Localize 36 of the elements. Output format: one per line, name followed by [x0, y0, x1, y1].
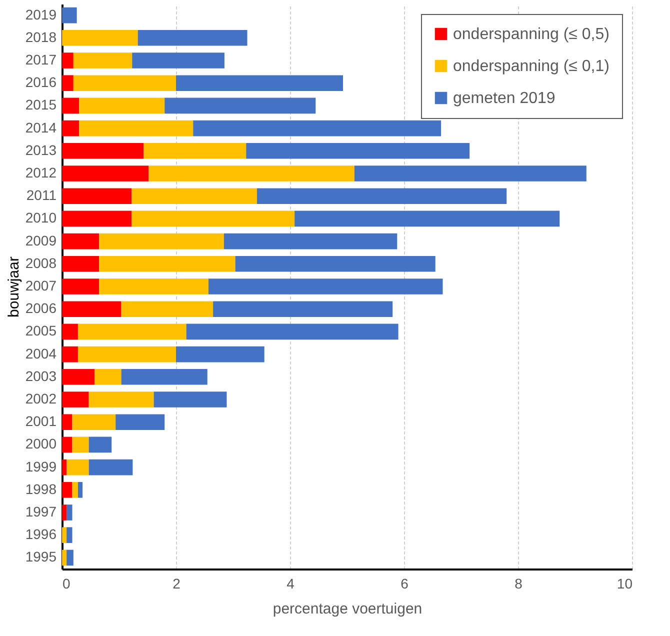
y-tick-label: 2017: [25, 52, 57, 68]
y-tick-label: 2015: [25, 96, 57, 113]
y-tick-label: 2011: [26, 187, 57, 204]
y-tick-label: 2013: [25, 142, 57, 158]
y-tick-label: 2002: [25, 390, 57, 406]
y-tick-label: 2010: [25, 210, 57, 226]
legend-label: gemeten 2019: [453, 90, 556, 107]
y-tick-label: 1999: [25, 458, 57, 474]
x-tick-label: 10: [616, 576, 633, 592]
y-tick-label: 2014: [25, 119, 57, 136]
y-tick-label: 1996: [25, 526, 57, 542]
y-axis-title: bouwjaar: [5, 256, 22, 318]
y-tick-label: 2009: [25, 232, 57, 248]
x-tick-label: 2: [172, 576, 181, 592]
x-tick-label: 0: [62, 576, 70, 592]
y-tick-label: 2000: [25, 436, 57, 452]
x-tick-label: 6: [400, 576, 409, 592]
y-tick-label: 2003: [25, 368, 57, 384]
y-tick-label: 2008: [25, 254, 57, 271]
x-axis-title: percentage voertuigen: [272, 600, 422, 618]
y-tick-label: 2005: [25, 322, 57, 339]
y-tick-label: 2007: [25, 278, 57, 294]
legend-label: onderspanning (≤ 0,5): [453, 26, 610, 43]
y-tick-label: 2004: [25, 345, 57, 362]
y-tick-label: 1995: [25, 548, 57, 565]
y-tick-label: 2006: [25, 300, 57, 316]
y-tick-label: 2016: [25, 74, 57, 90]
legend-label: onderspanning (≤ 0,1): [453, 58, 610, 75]
y-tick-label: 2012: [25, 164, 57, 180]
x-tick-label: 4: [286, 576, 295, 592]
y-tick-label: 2018: [25, 28, 57, 45]
y-tick-label: 1997: [25, 504, 57, 520]
y-tick-label: 1998: [25, 480, 57, 497]
y-tick-label: 2019: [25, 6, 57, 22]
x-tick-label: 8: [514, 576, 523, 592]
y-tick-label: 2001: [25, 413, 57, 430]
